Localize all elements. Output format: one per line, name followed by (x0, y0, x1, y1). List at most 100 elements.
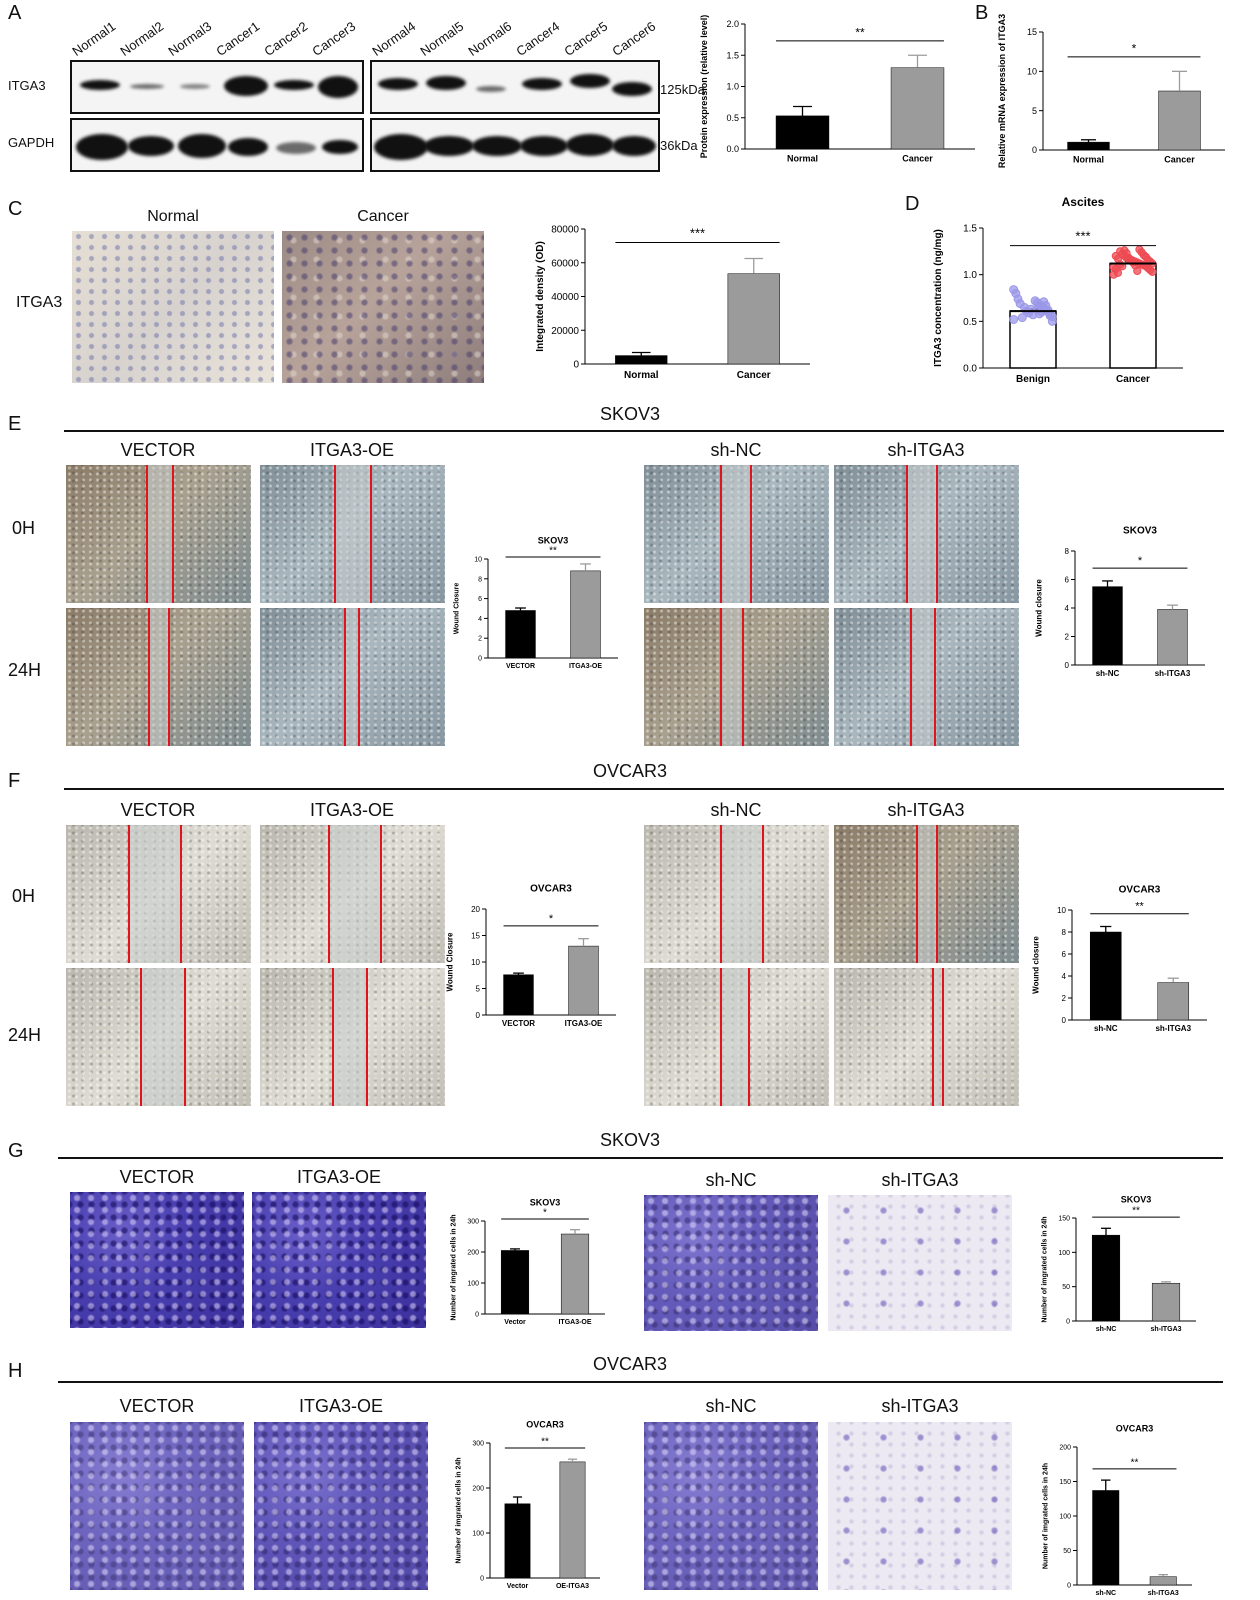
x-tick-label: Cancer (902, 154, 933, 164)
data-point (1128, 258, 1138, 267)
chart-H-oe: 0 100 200 300 Number of imgrated cells in 24… (456, 1420, 600, 1590)
y-tick-label: 200 (472, 1485, 484, 1492)
y-tick-label: 50 (1062, 1284, 1070, 1291)
data-point (1045, 311, 1055, 321)
wound-edge (168, 608, 170, 746)
chart-title: SKOV3 (1121, 1195, 1152, 1205)
y-tick-label: 100 (467, 1280, 479, 1287)
band (76, 134, 128, 160)
y-axis-label: Number of imgrated cells in 24h (1043, 1463, 1050, 1569)
section-title-e: SKOV3 (599, 404, 661, 424)
y-tick-label: 8 (478, 576, 482, 583)
data-point (1017, 313, 1027, 323)
wound-image (66, 465, 251, 603)
bar (503, 974, 534, 1016)
lane-label: Normal1 (69, 18, 119, 60)
data-point (1039, 303, 1049, 313)
y-tick-label: 150 (1059, 1479, 1071, 1486)
wound-image (260, 825, 445, 963)
significance-marker: ** (1135, 901, 1144, 913)
x-tick-label: Vector (504, 1319, 526, 1326)
band (276, 142, 316, 154)
y-tick-label: 80000 (551, 225, 579, 236)
wound-edge (934, 608, 936, 746)
significance-marker: *** (690, 226, 705, 241)
data-point (1111, 264, 1120, 274)
col-label-vector: VECTOR (120, 800, 196, 820)
data-point (1009, 285, 1019, 295)
y-tick-label: 20 (471, 905, 480, 914)
lane-label: Normal2 (117, 18, 167, 60)
x-tick-label: ITGA3-OE (569, 663, 602, 670)
bar (775, 115, 830, 150)
wound-edge (344, 608, 346, 746)
wound-edge (148, 608, 150, 746)
band (224, 76, 268, 96)
data-point (1135, 245, 1144, 254)
wound-edge (936, 825, 938, 963)
y-tick-label: 0.5 (726, 113, 739, 123)
lane-label: Cancer1 (213, 18, 263, 59)
data-point (1111, 251, 1120, 261)
data-point (1137, 248, 1146, 257)
band (612, 82, 652, 96)
bar (1009, 310, 1057, 369)
lane-label: Cancer2 (261, 18, 311, 59)
chart-title: SKOV3 (1123, 525, 1157, 536)
band (424, 136, 474, 156)
blot-size-36: 36kDa (660, 138, 698, 153)
y-tick-label: 5 (476, 984, 481, 993)
significance-marker: * (549, 913, 554, 925)
col-label-oe: ITGA3-OE (298, 1396, 383, 1416)
x-tick-label: sh-NC (1096, 669, 1120, 678)
y-tick-label: 6 (1065, 575, 1070, 584)
row-label-24h: 24H (8, 660, 42, 680)
wound-image (260, 608, 445, 746)
wound-edge (910, 608, 912, 746)
lane-label: Cancer5 (561, 18, 611, 59)
lane-label: Normal5 (417, 18, 467, 60)
y-tick-label: 4 (1062, 972, 1067, 981)
band (318, 76, 358, 98)
band (130, 84, 164, 89)
data-point (1041, 305, 1051, 315)
wound-gap (148, 608, 168, 746)
wound-gap (906, 465, 936, 603)
col-label-shnc: sh-NC (710, 440, 762, 460)
ihc-cancer-label: Cancer (357, 208, 409, 225)
bar (570, 570, 601, 659)
col-label-shnc: sh-NC (705, 1396, 757, 1416)
chart-title: OVCAR3 (526, 1420, 564, 1430)
y-tick-label: 6 (478, 596, 482, 603)
data-point (1137, 260, 1146, 269)
wound-image (834, 465, 1019, 603)
chart-D-ascites: 0.0 0.5 1.0 1.5 ITGA3 concentration (ng/mg) A… (933, 195, 1183, 385)
bar (1157, 609, 1188, 666)
wound-edge (328, 825, 330, 963)
x-tick-label: sh-ITGA3 (1155, 669, 1191, 678)
data-point (1122, 249, 1131, 258)
wound-gap (328, 825, 380, 963)
data-point (1034, 309, 1044, 319)
bar (1089, 931, 1122, 1021)
wound-gap (932, 968, 942, 1106)
lane-label: Cancer6 (609, 18, 659, 59)
wound-edge (916, 825, 918, 963)
section-rule-f (64, 788, 1224, 790)
x-tick-label: ITGA3-OE (558, 1319, 591, 1326)
y-axis-label: Number of imgrated cells in 24h (456, 1457, 463, 1563)
y-tick-label: 0 (1067, 1582, 1071, 1589)
data-point (1143, 255, 1153, 264)
panel-label-g: G (8, 1140, 24, 1162)
x-tick-label: Benign (1016, 374, 1050, 385)
bar (1149, 1576, 1177, 1586)
significance-marker: * (1132, 41, 1137, 55)
section-title-g: SKOV3 (599, 1130, 661, 1150)
y-axis-label: Number of imgrated cells in 24h (451, 1214, 458, 1320)
data-point (1131, 257, 1140, 266)
blot-size-125: 125kDa (660, 82, 705, 97)
wound-edge (128, 825, 130, 963)
data-point (1043, 305, 1053, 315)
significance-marker: ** (855, 25, 865, 39)
lane-label: Cancer3 (309, 18, 359, 59)
